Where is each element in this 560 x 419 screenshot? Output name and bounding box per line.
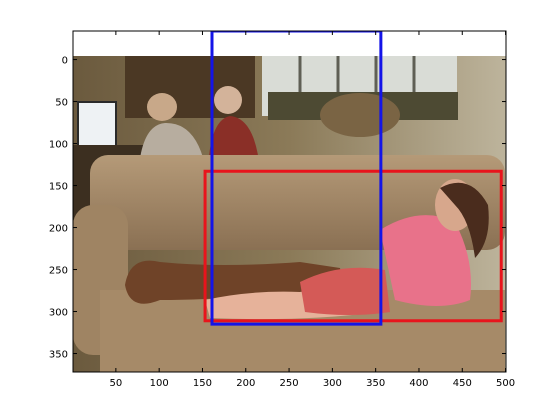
y-tick-label: 250 xyxy=(49,266,68,277)
computer-monitor xyxy=(77,101,117,147)
red-bounding-box xyxy=(203,169,503,323)
y-tick-label: 100 xyxy=(49,140,68,151)
y-tick-label: 200 xyxy=(49,224,68,235)
y-tick-label: 350 xyxy=(49,350,68,361)
girl-shorts xyxy=(300,267,390,315)
x-tick-label: 350 xyxy=(366,378,385,389)
blue-bounding-box xyxy=(210,31,383,326)
woman-head xyxy=(214,86,242,114)
x-tick-label: 100 xyxy=(150,378,169,389)
y-tick-label: 150 xyxy=(49,182,68,193)
x-tick-label: 500 xyxy=(496,378,515,389)
x-tick-label: 50 xyxy=(109,378,122,389)
x-tick-label: 200 xyxy=(236,378,255,389)
x-tick-label: 300 xyxy=(323,378,342,389)
x-tick-label: 250 xyxy=(280,378,299,389)
wicker-chair xyxy=(320,93,400,137)
living-room-photo xyxy=(73,56,506,372)
y-tick-label: 300 xyxy=(49,308,68,319)
man-head xyxy=(147,93,177,121)
x-tick-label: 450 xyxy=(453,378,472,389)
y-tick-label: 0 xyxy=(62,56,68,67)
girl-hair xyxy=(440,182,489,258)
girl-shirt xyxy=(380,215,471,306)
y-tick-label: 50 xyxy=(55,98,68,109)
x-axis: 50 100 150 200 250 300 350 400 450 500 xyxy=(109,31,515,389)
x-tick-label: 400 xyxy=(409,378,428,389)
y-axis: 0 50 100 150 200 250 300 350 xyxy=(49,56,506,361)
x-tick-label: 150 xyxy=(193,378,212,389)
